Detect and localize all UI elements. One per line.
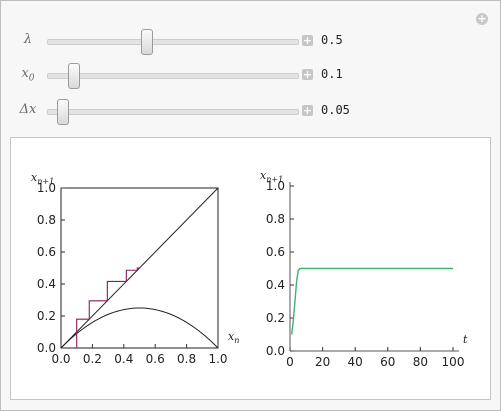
lambda-label: λ xyxy=(23,32,33,47)
x-tick-label: 0.2 xyxy=(83,352,102,366)
x-tick-label: 0.0 xyxy=(51,352,70,366)
x0-slider-thumb[interactable] xyxy=(68,63,80,89)
plus-circle-icon[interactable]: + xyxy=(476,12,488,25)
y-axis-label: xn+1 xyxy=(260,169,283,184)
lambda-value: 0.5 xyxy=(321,33,343,47)
x-tick-label: 20 xyxy=(315,355,330,369)
y-tick-label: 0.6 xyxy=(37,245,56,259)
x-tick-label: 80 xyxy=(413,355,428,369)
dx-slider[interactable] xyxy=(47,109,299,115)
dx-slider-thumb[interactable] xyxy=(56,99,69,125)
lambda-control: λ + 0.5 xyxy=(1,29,500,55)
x-axis-label: xn xyxy=(228,330,239,345)
y-tick-label: 0.0 xyxy=(37,341,56,355)
plots-svg: 0.0 0.2 0.4 0.6 0.8 1.00.00.20.40.60.81.0xn+1… xyxy=(31,169,468,369)
y-tick-label: 0.2 xyxy=(37,309,56,323)
y-tick-label: 0.8 xyxy=(266,212,285,226)
cobweb-series-line xyxy=(76,267,140,348)
x-tick-label: 60 xyxy=(380,355,395,369)
y-tick-label: 1.0 xyxy=(37,181,56,195)
x-tick-label: 0.6 xyxy=(146,352,165,366)
x0-label: x0 xyxy=(21,66,35,84)
plot-pane: 0.0 0.2 0.4 0.6 0.8 1.0 0.0 0.2 0.4 0.6 0.8 1.0 xn+1… xyxy=(10,137,491,400)
dx-control: Δx + 0.05 xyxy=(1,99,500,125)
x0-control: x0 + 0.1 xyxy=(1,63,500,89)
y-tick-label: 0.4 xyxy=(37,277,56,291)
x-tick-label: 100 xyxy=(442,355,465,369)
y-tick-label: 0.6 xyxy=(266,245,285,259)
map-series-line xyxy=(60,307,219,349)
x-axis-label: t xyxy=(463,333,468,346)
y-tick-label: 0.0 xyxy=(266,344,285,358)
time-series-line xyxy=(290,267,453,335)
plus-icon[interactable]: + xyxy=(302,68,313,81)
lambda-slider-thumb[interactable] xyxy=(140,29,153,55)
y-tick-label: 0.4 xyxy=(266,278,285,292)
x0-value: 0.1 xyxy=(321,67,343,81)
x-tick-label: 0 xyxy=(286,355,294,369)
diagonal-series-line xyxy=(60,187,219,349)
y-tick-label: 1.0 xyxy=(266,179,285,193)
x-tick-label: 1.0 xyxy=(208,352,227,366)
x-tick-label: 40 xyxy=(348,355,363,369)
x0-slider[interactable] xyxy=(47,73,299,79)
dx-value: 0.05 xyxy=(321,103,350,117)
y-tick-label: 0.2 xyxy=(266,311,285,325)
plus-icon[interactable]: + xyxy=(302,104,313,117)
dx-label: Δx xyxy=(19,102,37,117)
plus-icon[interactable]: + xyxy=(302,34,313,47)
y-axis-label: xn+1 xyxy=(31,171,54,186)
y-tick-label: 0.8 xyxy=(37,213,56,227)
plot-frame xyxy=(60,187,219,349)
lambda-slider[interactable] xyxy=(47,39,299,45)
x-tick-label: 0.4 xyxy=(114,352,133,366)
x-tick-label: 0.8 xyxy=(177,352,196,366)
